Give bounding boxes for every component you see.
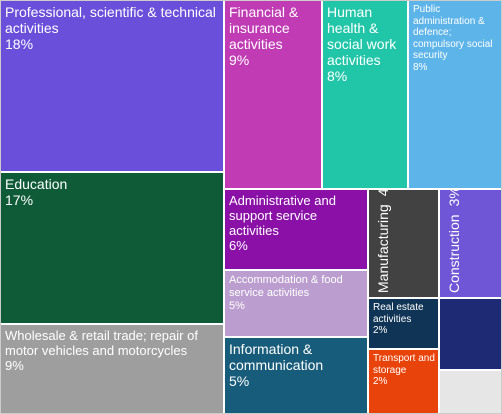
- tile-value: 5%: [229, 373, 250, 389]
- tile-value: 18%: [5, 36, 34, 52]
- tile-professional-scientific-technical: Professional, scientific & technical act…: [1, 1, 225, 173]
- tile-label: Administrative and support service activ…: [229, 193, 336, 238]
- tile-education: Education 17%: [1, 173, 225, 325]
- tile-value: 17%: [5, 192, 34, 208]
- tile-transport-storage: Transport and storage 2%: [369, 350, 440, 413]
- tile-label: Professional, scientific & technical act…: [5, 4, 216, 36]
- tile-unlabeled-grey: [440, 371, 501, 413]
- tile-value: 3%: [446, 190, 462, 207]
- tile-value: 8%: [413, 61, 428, 73]
- tile-value: 8%: [327, 68, 348, 84]
- tile-label: Human health & social work activities: [327, 4, 397, 68]
- tile-label: Real estate activities: [373, 302, 424, 325]
- tile-label: Wholesale & retail trade; repair of moto…: [5, 328, 198, 358]
- tile-value: 9%: [229, 52, 250, 68]
- tile-label: Financial & insurance activities: [229, 4, 299, 52]
- tile-administrative-support: Administrative and support service activ…: [225, 190, 369, 271]
- tile-real-estate: Real estate activities 2%: [369, 299, 440, 350]
- tile-label: Education: [5, 176, 68, 192]
- tile-label: Accommodation & food service activities: [229, 274, 343, 299]
- tile-public-administration-defence: Public administration & defence; compuls…: [409, 1, 501, 190]
- tile-label: Transport and storage: [373, 353, 435, 376]
- tile-label: Construction: [446, 214, 462, 293]
- tile-label: Information & communication: [229, 341, 324, 373]
- tile-information-communication: Information & communication 5%: [225, 338, 369, 413]
- tile-label: Manufacturing: [375, 204, 391, 293]
- tile-financial-insurance: Financial & insurance activities 9%: [225, 1, 323, 190]
- tile-unlabeled-navy: [440, 299, 501, 371]
- tile-value: 6%: [229, 238, 248, 253]
- tile-human-health-social-work: Human health & social work activities 8%: [323, 1, 409, 190]
- tile-construction: Construction 3%: [440, 190, 501, 299]
- tile-value: 9%: [5, 358, 24, 373]
- tile-value: 4%: [375, 190, 391, 196]
- tile-value: 5%: [229, 300, 245, 312]
- tile-wholesale-retail-trade: Wholesale & retail trade; repair of moto…: [1, 325, 225, 413]
- tile-accommodation-food: Accommodation & food service activities 5…: [225, 271, 369, 338]
- tile-value: 2%: [373, 325, 388, 336]
- tile-manufacturing: Manufacturing 4%: [369, 190, 440, 299]
- tile-value: 2%: [373, 376, 388, 387]
- tile-label: Public administration & defence; compuls…: [413, 4, 493, 61]
